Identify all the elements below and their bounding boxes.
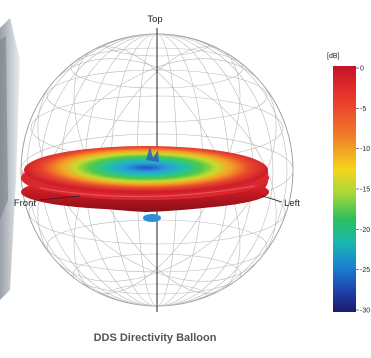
colorbar-tick-label: -25 (360, 267, 370, 274)
colorbar-gradient (333, 66, 356, 312)
front-pointer (39, 195, 81, 201)
colorbar-tick-label: -15 (360, 187, 370, 194)
colorbar-tick-label: -10 (360, 146, 370, 153)
colorbar-tick-label: -20 (360, 227, 370, 234)
colorbar-tick-label: -5 (360, 106, 366, 113)
label-left: Left (284, 198, 300, 209)
label-front: Front (14, 198, 37, 209)
colorbar: [dB] 0 -5 -10 -15 -20 -25 -30 (327, 53, 370, 315)
colorbar-unit: [dB] (327, 53, 340, 60)
directivity-balloon (21, 146, 269, 222)
colorbar-tick-label: -30 (360, 308, 370, 315)
label-top: Top (147, 14, 162, 25)
figure-caption: DDS Directivity Balloon (93, 332, 217, 344)
background-shadow (0, 36, 8, 220)
left-pointer (261, 195, 283, 203)
colorbar-tick-label: 0 (360, 66, 364, 73)
